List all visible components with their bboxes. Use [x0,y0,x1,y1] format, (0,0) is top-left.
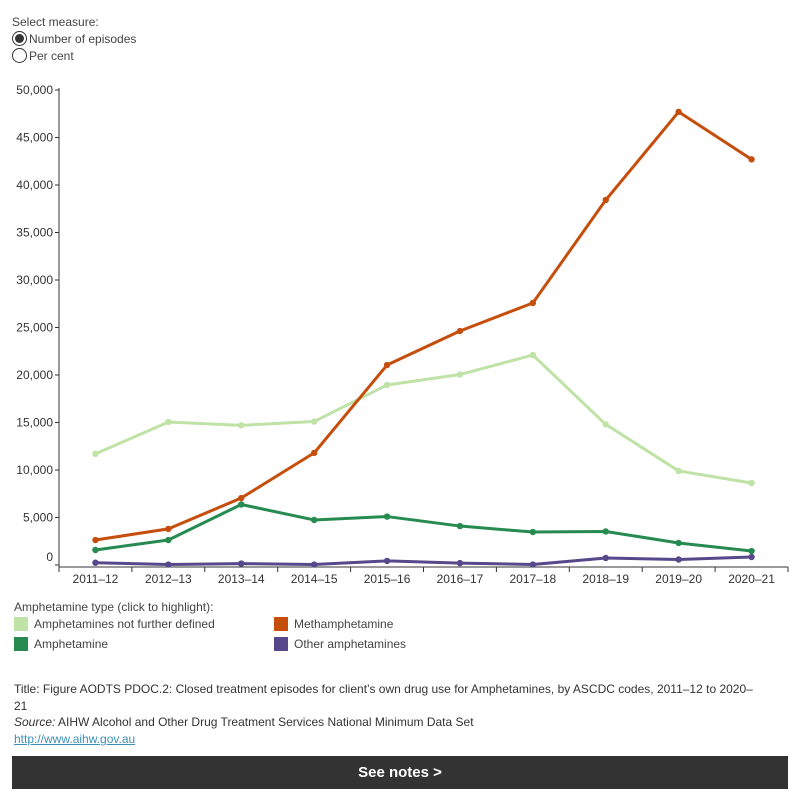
source-text: AIHW Alcohol and Other Drug Treatment Se… [55,715,474,729]
see-notes-button[interactable]: See notes > [12,756,788,789]
data-point-other-amphetamines [748,553,755,561]
data-point-amphetamines-not-further-defined [602,421,609,428]
series-line-other-amphetamines [95,555,752,567]
data-point-amphetamines-not-further-defined [310,418,318,425]
data-point-methamphetamine [529,299,537,307]
x-tick-label: 2020–21 [728,572,775,586]
legend-label: Amphetamines not further defined [34,617,215,631]
data-point-amphetamines-not-further-defined [238,422,245,429]
legend-item-methamphetamine[interactable]: Methamphetamine [274,617,393,631]
data-point-amphetamine [310,516,318,524]
figure-title: Title: Figure AODTS PDOC.2: Closed treat… [14,682,753,713]
data-point-other-amphetamines [456,559,464,567]
series-line-amphetamine [95,502,752,553]
data-point-amphetamine [238,501,245,508]
x-tick-label: 2019–20 [655,572,702,586]
data-point-methamphetamine [92,536,99,544]
x-tick-label: 2015–16 [364,572,411,586]
data-point-amphetamine [165,536,172,544]
data-point-other-amphetamines [529,561,537,568]
data-point-methamphetamine [675,108,682,116]
radio-per-cent[interactable]: Per cent [12,48,74,63]
data-point-amphetamine [92,546,99,554]
legend-swatch [14,617,28,631]
measure-label: Select measure: [12,15,99,29]
y-tick-label: 5,000 [23,511,53,525]
line-chart: 0 5,000 10,000 15,000 20,000 25,000 30,000 35,0… [16,83,789,586]
data-point-amphetamine [383,513,391,520]
data-point-amphetamine [529,528,537,536]
aihw-link[interactable]: http://www.aihw.gov.au [14,732,136,746]
y-tick-label: 35,000 [16,226,53,240]
y-tick-label: 50,000 [16,83,53,97]
y-tick-label: 45,000 [16,131,53,145]
legend-swatch [14,637,28,651]
data-point-methamphetamine [310,449,318,457]
y-tick-label: 40,000 [16,178,53,192]
legend-swatch [274,617,288,631]
legend-item-amphetamines-nfd[interactable]: Amphetamines not further defined [14,617,215,631]
data-point-other-amphetamines [602,554,609,562]
data-point-amphetamines-not-further-defined [383,381,391,389]
data-point-other-amphetamines [383,557,391,565]
data-point-methamphetamine [456,327,464,335]
legend-label: Methamphetamine [294,617,394,631]
data-point-amphetamine [675,539,682,547]
radio-number-of-episodes[interactable]: Number of episodes [12,31,136,46]
x-tick-label: 2013–14 [218,572,265,586]
series-line-amphetamines-not-further-defined [94,353,752,485]
y-tick-label: 10,000 [16,463,53,477]
series-line-methamphetamine [95,110,753,542]
y-tick-label: 15,000 [16,416,53,430]
source-line: Source: AIHW Alcohol and Other Drug Trea… [14,714,754,731]
y-tick-label: 0 [46,550,53,564]
y-tick-label: 30,000 [16,273,53,287]
data-point-other-amphetamines [238,560,245,567]
radio-label: Number of episodes [29,31,137,46]
data-point-amphetamine [748,547,755,555]
data-point-methamphetamine [748,156,755,163]
radio-label: Per cent [29,48,74,63]
legend-item-other-amphetamines[interactable]: Other amphetamines [274,637,406,651]
data-point-amphetamines-not-further-defined [675,467,682,475]
data-point-amphetamines-not-further-defined [748,479,755,487]
data-point-methamphetamine [165,525,172,533]
x-tick-label: 2014–15 [291,572,338,586]
x-tick-label: 2016–17 [437,572,484,586]
data-point-methamphetamine [383,361,391,369]
legend-label: Other amphetamines [294,637,407,651]
data-point-amphetamines-not-further-defined [92,450,99,458]
x-tick-label: 2018–19 [582,572,629,586]
data-point-other-amphetamines [675,556,682,563]
radio-unselected-icon [12,48,27,63]
legend-label: Amphetamine [34,637,109,651]
data-point-other-amphetamines [92,559,99,566]
data-point-amphetamine [602,528,609,535]
legend-title: Amphetamine type (click to highlight): [14,600,214,614]
x-tick-label: 2017–18 [509,572,556,586]
x-tick-label: 2012–13 [145,572,192,586]
data-point-amphetamines-not-further-defined [456,371,464,378]
legend-item-amphetamine[interactable]: Amphetamine [14,637,108,651]
radio-selected-icon [12,31,27,46]
y-tick-label: 25,000 [16,321,53,335]
legend-swatch [274,637,288,651]
data-point-amphetamines-not-further-defined [165,418,172,426]
y-tick-label: 20,000 [16,368,53,382]
source-label: Source: [14,715,56,729]
data-point-amphetamine [456,522,464,530]
data-point-methamphetamine [238,494,245,502]
x-tick-label: 2011–12 [73,572,119,586]
data-point-other-amphetamines [310,561,318,568]
data-point-amphetamines-not-further-defined [529,351,537,359]
data-point-other-amphetamines [165,561,172,568]
data-point-methamphetamine [602,196,609,204]
